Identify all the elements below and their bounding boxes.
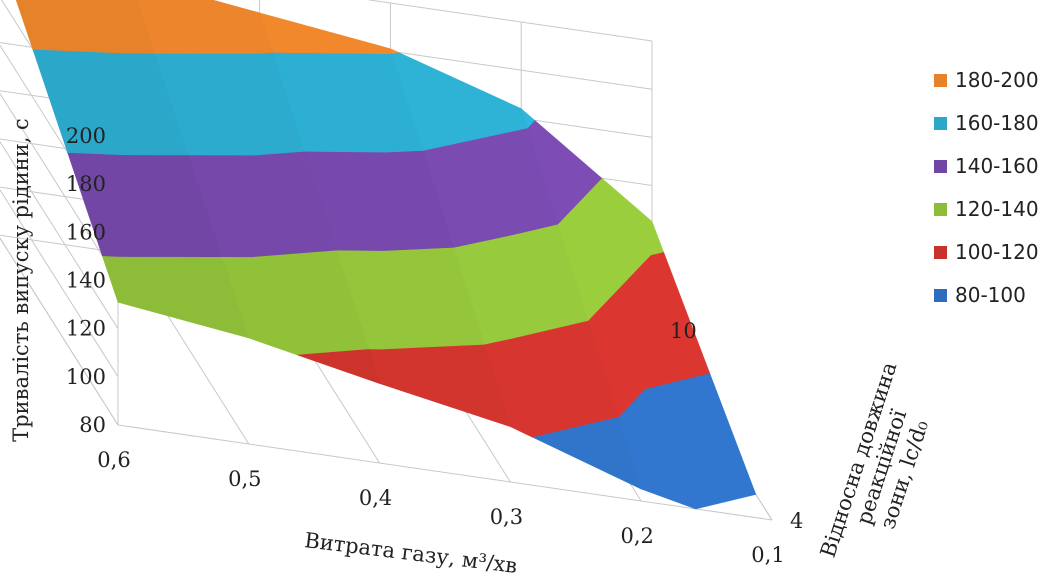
legend-swatch bbox=[934, 117, 947, 130]
x-tick-label: 0,2 bbox=[620, 524, 653, 548]
legend-label: 180-200 bbox=[955, 68, 1039, 92]
x-tick-label: 0,1 bbox=[751, 543, 784, 567]
surface-plot bbox=[15, 0, 757, 510]
legend-item: 180-200 bbox=[934, 68, 1039, 92]
legend-swatch bbox=[934, 246, 947, 259]
surface-band bbox=[640, 372, 757, 510]
z-tick-label: 80 bbox=[79, 413, 106, 437]
legend-swatch bbox=[934, 160, 947, 173]
legend-item: 160-180 bbox=[934, 111, 1039, 135]
surface-band bbox=[15, 0, 129, 54]
depth-tick-label: 10 bbox=[670, 319, 697, 343]
surface-band bbox=[136, 0, 260, 54]
surface-band bbox=[259, 12, 391, 55]
legend-swatch bbox=[934, 203, 947, 216]
legend-item: 80-100 bbox=[934, 283, 1026, 307]
x-axis-title: Витрата газу, м³/хв bbox=[303, 528, 518, 578]
z-axis-ticks: 80 100 120 140 160 180 200 bbox=[66, 124, 106, 437]
z-tick-label: 100 bbox=[66, 365, 106, 389]
x-tick-label: 0,5 bbox=[228, 467, 261, 491]
x-tick-label: 0,4 bbox=[359, 486, 392, 510]
legend-swatch bbox=[934, 74, 947, 87]
z-tick-label: 140 bbox=[66, 269, 106, 293]
x-tick-label: 0,6 bbox=[97, 448, 130, 472]
x-tick-label: 0,3 bbox=[490, 505, 523, 529]
legend-label: 100-120 bbox=[955, 240, 1039, 264]
legend-label: 140-160 bbox=[955, 154, 1039, 178]
z-tick-label: 200 bbox=[66, 124, 106, 148]
z-tick-label: 160 bbox=[66, 220, 106, 244]
depth-axis-title: Відносна довжина реакційної зони, lс/d₀ bbox=[816, 359, 933, 560]
x-axis-line bbox=[117, 424, 773, 521]
legend-item: 140-160 bbox=[934, 154, 1039, 178]
legend-label: 80-100 bbox=[955, 283, 1026, 307]
surface-band bbox=[650, 221, 664, 256]
legend-swatch bbox=[934, 289, 947, 302]
floor-gridline bbox=[0, 237, 119, 426]
legend-label: 120-140 bbox=[955, 197, 1039, 221]
z-tick-label: 180 bbox=[66, 172, 106, 196]
depth-tick-label: 4 bbox=[790, 509, 803, 533]
x-axis-ticks: 0,6 0,5 0,4 0,3 0,2 0,1 bbox=[97, 448, 784, 567]
depth-axis-ticks: 4 10 bbox=[670, 319, 803, 533]
z-tick-label: 120 bbox=[66, 317, 106, 341]
surface-band bbox=[296, 348, 381, 384]
y-axis-title: Тривалість випуску рідини, с bbox=[9, 118, 33, 442]
legend-label: 160-180 bbox=[955, 111, 1039, 135]
legend-item: 100-120 bbox=[934, 240, 1039, 264]
legend: 180-200 160-180 140-160 120-140 100-120 80-10… bbox=[934, 68, 1039, 307]
legend-item: 120-140 bbox=[934, 197, 1039, 221]
